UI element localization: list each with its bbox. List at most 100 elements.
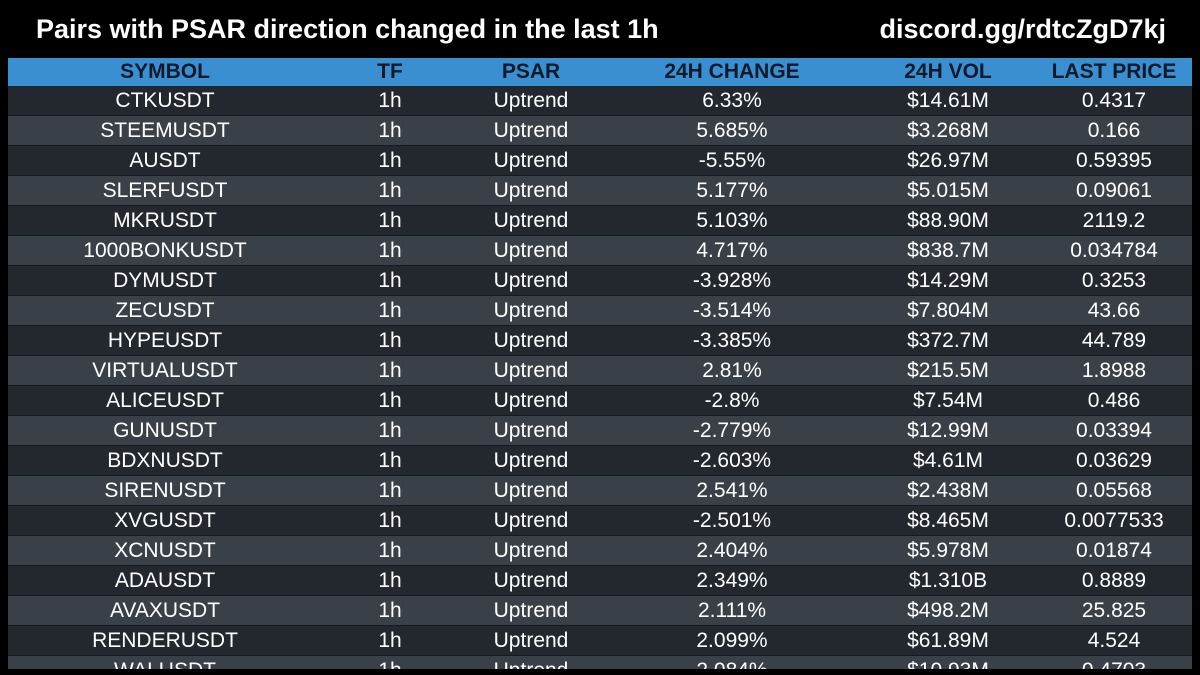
price-cell: 0.09061 [1036, 175, 1192, 206]
price-cell: 44.789 [1036, 325, 1192, 356]
tf-cell: 1h [322, 86, 458, 116]
change-cell: 2.084% [604, 655, 860, 669]
tf-cell: 1h [322, 145, 458, 176]
tf-cell: 1h [322, 295, 458, 326]
tf-cell: 1h [322, 625, 458, 656]
tf-cell: 1h [322, 235, 458, 266]
table-row[interactable]: BDXNUSDT 1h Uptrend -2.603% $4.61M 0.03629 [8, 445, 1192, 476]
table-row[interactable]: CTKUSDT 1h Uptrend 6.33% $14.61M 0.4317 [8, 86, 1192, 116]
symbol-cell: ZECUSDT [8, 295, 322, 326]
table-row[interactable]: AUSDT 1h Uptrend -5.55% $26.97M 0.59395 [8, 145, 1192, 176]
tf-cell: 1h [322, 415, 458, 446]
price-cell: 0.486 [1036, 385, 1192, 416]
column-header-24h-vol[interactable]: 24H VOL [904, 60, 992, 83]
tf-cell: 1h [322, 595, 458, 626]
table-row[interactable]: XCNUSDT 1h Uptrend 2.404% $5.978M 0.01874 [8, 535, 1192, 566]
column-header-psar[interactable]: PSAR [501, 60, 561, 83]
volume-cell: $7.804M [860, 295, 1036, 326]
symbol-cell: SLERFUSDT [8, 175, 322, 206]
change-cell: -3.514% [604, 295, 860, 326]
column-header-24h-change[interactable]: 24H CHANGE [664, 60, 800, 83]
psar-cell: Uptrend [458, 235, 604, 266]
change-cell: -2.779% [604, 415, 860, 446]
psar-cell: Uptrend [458, 86, 604, 116]
table-header-row: SYMBOL TF PSAR 24H CHANGE 24H VOL LAST P… [8, 58, 1192, 86]
price-cell: 0.4703 [1036, 655, 1192, 669]
symbol-cell: 1000BONKUSDT [8, 235, 322, 266]
table-row[interactable]: AVAXUSDT 1h Uptrend 2.111% $498.2M 25.825 [8, 595, 1192, 626]
tf-cell: 1h [322, 535, 458, 566]
symbol-cell: AVAXUSDT [8, 595, 322, 626]
change-cell: -3.385% [604, 325, 860, 356]
price-cell: 0.03394 [1036, 415, 1192, 446]
volume-cell: $838.7M [860, 235, 1036, 266]
volume-cell: $10.93M [860, 655, 1036, 669]
symbol-cell: XVGUSDT [8, 505, 322, 536]
table-row[interactable]: SLERFUSDT 1h Uptrend 5.177% $5.015M 0.09061 [8, 175, 1192, 206]
table-row[interactable]: ZECUSDT 1h Uptrend -3.514% $7.804M 43.66 [8, 295, 1192, 326]
table-row[interactable]: DYMUSDT 1h Uptrend -3.928% $14.29M 0.3253 [8, 265, 1192, 296]
price-cell: 0.03629 [1036, 445, 1192, 476]
price-cell: 0.166 [1036, 115, 1192, 146]
change-cell: 2.404% [604, 535, 860, 566]
tf-cell: 1h [322, 385, 458, 416]
psar-cell: Uptrend [458, 325, 604, 356]
psar-cell: Uptrend [458, 535, 604, 566]
tf-cell: 1h [322, 175, 458, 206]
price-cell: 1.8988 [1036, 355, 1192, 386]
psar-cell: Uptrend [458, 265, 604, 296]
symbol-cell: ALICEUSDT [8, 385, 322, 416]
psar-cell: Uptrend [458, 445, 604, 476]
table-row[interactable]: MKRUSDT 1h Uptrend 5.103% $88.90M 2119.2 [8, 205, 1192, 236]
table-row[interactable]: STEEMUSDT 1h Uptrend 5.685% $3.268M 0.166 [8, 115, 1192, 146]
column-header-tf[interactable]: TF [377, 60, 403, 83]
psar-cell: Uptrend [458, 145, 604, 176]
symbol-cell: BDXNUSDT [8, 445, 322, 476]
tf-cell: 1h [322, 115, 458, 146]
volume-cell: $372.7M [860, 325, 1036, 356]
price-cell: 0.4317 [1036, 86, 1192, 116]
change-cell: -2.501% [604, 505, 860, 536]
symbol-cell: ADAUSDT [8, 565, 322, 596]
psar-cell: Uptrend [458, 625, 604, 656]
change-cell: 5.103% [604, 205, 860, 236]
volume-cell: $3.268M [860, 115, 1036, 146]
discord-link[interactable]: discord.gg/rdtcZgD7kj [879, 14, 1166, 44]
change-cell: 2.81% [604, 355, 860, 386]
symbol-cell: STEEMUSDT [8, 115, 322, 146]
table-row[interactable]: ALICEUSDT 1h Uptrend -2.8% $7.54M 0.486 [8, 385, 1192, 416]
price-cell: 4.524 [1036, 625, 1192, 656]
table-row[interactable]: SIRENUSDT 1h Uptrend 2.541% $2.438M 0.05568 [8, 475, 1192, 506]
change-cell: 6.33% [604, 86, 860, 116]
price-cell: 0.59395 [1036, 145, 1192, 176]
table-row[interactable]: XVGUSDT 1h Uptrend -2.501% $8.465M 0.0077533 [8, 505, 1192, 536]
psar-cell: Uptrend [458, 595, 604, 626]
table-row[interactable]: RENDERUSDT 1h Uptrend 2.099% $61.89M 4.524 [8, 625, 1192, 656]
volume-cell: $1.310B [860, 565, 1036, 596]
table-row[interactable]: VIRTUALUSDT 1h Uptrend 2.81% $215.5M 1.8988 [8, 355, 1192, 386]
tf-cell: 1h [322, 505, 458, 536]
column-header-last-price[interactable]: LAST PRICE [1051, 60, 1177, 83]
symbol-cell: XCNUSDT [8, 535, 322, 566]
symbol-cell: CTKUSDT [8, 86, 322, 116]
pairs-table-container: SYMBOL TF PSAR 24H CHANGE 24H VOL LAST P… [8, 58, 1192, 669]
tf-cell: 1h [322, 355, 458, 386]
change-cell: 2.099% [604, 625, 860, 656]
table-row[interactable]: ADAUSDT 1h Uptrend 2.349% $1.310B 0.8889 [8, 565, 1192, 596]
volume-cell: $61.89M [860, 625, 1036, 656]
pairs-table: SYMBOL TF PSAR 24H CHANGE 24H VOL LAST P… [8, 58, 1192, 669]
table-row[interactable]: HYPEUSDT 1h Uptrend -3.385% $372.7M 44.789 [8, 325, 1192, 356]
volume-cell: $2.438M [860, 475, 1036, 506]
symbol-cell: VIRTUALUSDT [8, 355, 322, 386]
volume-cell: $7.54M [860, 385, 1036, 416]
price-cell: 0.8889 [1036, 565, 1192, 596]
column-header-symbol[interactable]: SYMBOL [120, 60, 210, 83]
price-cell: 43.66 [1036, 295, 1192, 326]
tf-cell: 1h [322, 655, 458, 669]
table-row[interactable]: WALUSDT1hUptrend2.084%$10.93M0.4703 [8, 655, 1192, 669]
table-row[interactable]: GUNUSDT 1h Uptrend -2.779% $12.99M 0.03394 [8, 415, 1192, 446]
psar-cell: Uptrend [458, 655, 604, 669]
table-row[interactable]: 1000BONKUSDT 1h Uptrend 4.717% $838.7M 0.0347… [8, 235, 1192, 266]
symbol-cell: AUSDT [8, 145, 322, 176]
tf-cell: 1h [322, 325, 458, 356]
